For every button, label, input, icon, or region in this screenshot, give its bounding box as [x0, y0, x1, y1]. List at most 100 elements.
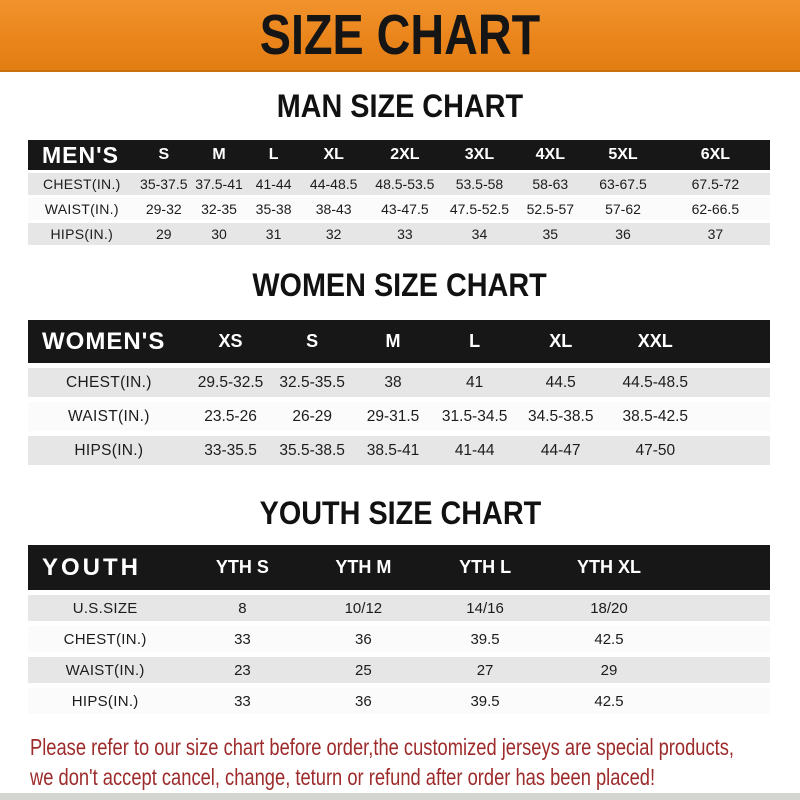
size-value: 38	[384, 373, 402, 391]
size-value: 47-50	[635, 441, 676, 459]
man-section-heading: MAN SIZE CHART	[0, 86, 800, 126]
size-value: 57-62	[605, 201, 641, 217]
empty-cell	[705, 402, 770, 431]
size-value: 38.5-41	[366, 441, 420, 459]
size-column-header: XL	[323, 146, 344, 163]
size-value: 29.5-32.5	[197, 373, 264, 391]
size-value: 23	[234, 661, 251, 679]
size-value: 44-47	[540, 441, 581, 459]
womens-table-label: WOMEN'S	[42, 327, 166, 355]
size-value: 27	[476, 661, 494, 679]
size-value: 39.5	[470, 692, 500, 710]
size-value: 33	[234, 692, 251, 710]
table-row: WAIST(IN.) 29-32 32-35 35-38 38-43 43-47…	[28, 198, 770, 220]
size-value: 10/12	[344, 599, 383, 617]
size-column-header: XL	[549, 331, 573, 351]
size-value: 58-63	[532, 176, 569, 192]
row-label: WAIST(IN.)	[65, 661, 145, 679]
size-value: 47.5-52.5	[449, 201, 510, 217]
youth-table-label: YOUTH	[42, 553, 141, 581]
table-row: HIPS(IN.) 33 36 39.5 42.5	[28, 688, 770, 714]
size-value: 33	[234, 630, 251, 648]
size-column-header: YTH M	[335, 557, 392, 577]
table-row: HIPS(IN.) 29 30 31 32 33 34 35 36 37	[28, 223, 770, 245]
size-value: 41	[466, 373, 484, 391]
row-label: CHEST(IN.)	[63, 630, 147, 648]
row-label: WAIST(IN.)	[68, 407, 150, 425]
size-value: 35	[542, 226, 559, 242]
size-value: 33	[397, 226, 413, 242]
empty-cell	[672, 626, 770, 652]
size-value: 63-67.5	[599, 176, 647, 192]
row-label: U.S.SIZE	[72, 599, 138, 617]
size-value: 34	[471, 226, 488, 242]
size-value: 42.5	[594, 692, 624, 710]
youth-section-heading: YOUTH SIZE CHART	[0, 493, 800, 533]
table-row: WAIST(IN.) 23 25 27 29	[28, 657, 770, 683]
size-column-header: YTH L	[459, 557, 512, 577]
empty-cell	[705, 320, 770, 363]
size-value: 53.5-58	[455, 176, 504, 192]
women-section-heading: WOMEN SIZE CHART	[0, 265, 800, 305]
row-label: HIPS(IN.)	[71, 692, 139, 710]
size-value: 39.5	[470, 630, 500, 648]
mens-size-table: MEN'S S M L XL 2XL 3XL 4XL 5XL 6XL CHEST…	[28, 140, 770, 245]
table-row: WAIST(IN.) 23.5-26 26-29 29-31.5 31.5-34…	[28, 402, 770, 431]
size-value: 14/16	[466, 599, 504, 617]
size-value: 33-35.5	[204, 441, 257, 459]
footer-line-1: Please refer to our size chart before or…	[30, 734, 735, 760]
table-row: HIPS(IN.) 33-35.5 35.5-38.5 38.5-41 41-4…	[28, 436, 770, 465]
size-value: 26-29	[292, 407, 332, 425]
size-value: 31.5-34.5	[441, 407, 508, 425]
empty-cell	[705, 436, 770, 465]
size-column-header: 4XL	[535, 146, 565, 163]
size-value: 37.5-41	[195, 176, 243, 192]
size-value: 35-38	[255, 201, 292, 217]
empty-cell	[672, 688, 770, 714]
size-column-header: M	[212, 146, 226, 163]
empty-cell	[672, 595, 770, 621]
footer-note: Please refer to our size chart before or…	[0, 732, 800, 792]
row-label: HIPS(IN.)	[50, 226, 114, 242]
size-column-header: S	[158, 146, 170, 163]
youth-size-table: YOUTH YTH S YTH M YTH L YTH XL U.S.SIZE …	[28, 545, 770, 714]
size-value: 38.5-42.5	[622, 407, 689, 425]
size-value: 41-44	[255, 176, 292, 192]
row-label: WAIST(IN.)	[44, 201, 119, 217]
size-value: 29	[155, 226, 172, 242]
size-value: 35-37.5	[140, 176, 188, 192]
table-row: U.S.SIZE 8 10/12 14/16 18/20	[28, 595, 770, 621]
table-row: CHEST(IN.) 33 36 39.5 42.5	[28, 626, 770, 652]
size-value: 44-48.5	[309, 176, 358, 192]
size-value: 41-44	[454, 441, 495, 459]
size-column-header: YTH XL	[576, 557, 641, 577]
size-column-header: L	[469, 331, 481, 351]
size-value: 44.5	[545, 373, 576, 391]
size-value: 23.5-26	[204, 407, 257, 425]
women-section-heading-text: WOMEN SIZE CHART	[252, 267, 548, 303]
size-value: 8	[238, 599, 247, 617]
size-value: 42.5	[594, 630, 624, 648]
womens-table-header: WOMEN'S XS S M L XL XXL	[28, 320, 770, 363]
size-value: 35.5-38.5	[279, 441, 345, 459]
mens-table-label: MEN'S	[42, 141, 119, 168]
size-value: 44.5-48.5	[622, 373, 689, 391]
row-label: CHEST(IN.)	[42, 176, 121, 192]
bottom-border	[0, 793, 800, 800]
size-value: 18/20	[590, 599, 628, 617]
row-label: HIPS(IN.)	[74, 441, 144, 459]
size-column-header: L	[268, 146, 279, 163]
size-column-header: 6XL	[700, 146, 731, 163]
size-column-header: 3XL	[464, 146, 495, 163]
size-value: 48.5-53.5	[375, 176, 435, 192]
empty-cell	[672, 545, 770, 590]
size-value: 52.5-57	[526, 201, 575, 217]
empty-cell	[705, 368, 770, 397]
mens-table-header: MEN'S S M L XL 2XL 3XL 4XL 5XL 6XL	[28, 140, 770, 170]
size-value: 32	[325, 226, 342, 242]
size-value: 34.5-38.5	[527, 407, 594, 425]
size-column-header: M	[385, 331, 401, 351]
size-value: 29	[600, 661, 618, 679]
size-column-header: 5XL	[608, 146, 638, 163]
banner-title: SIZE CHART	[259, 3, 541, 67]
